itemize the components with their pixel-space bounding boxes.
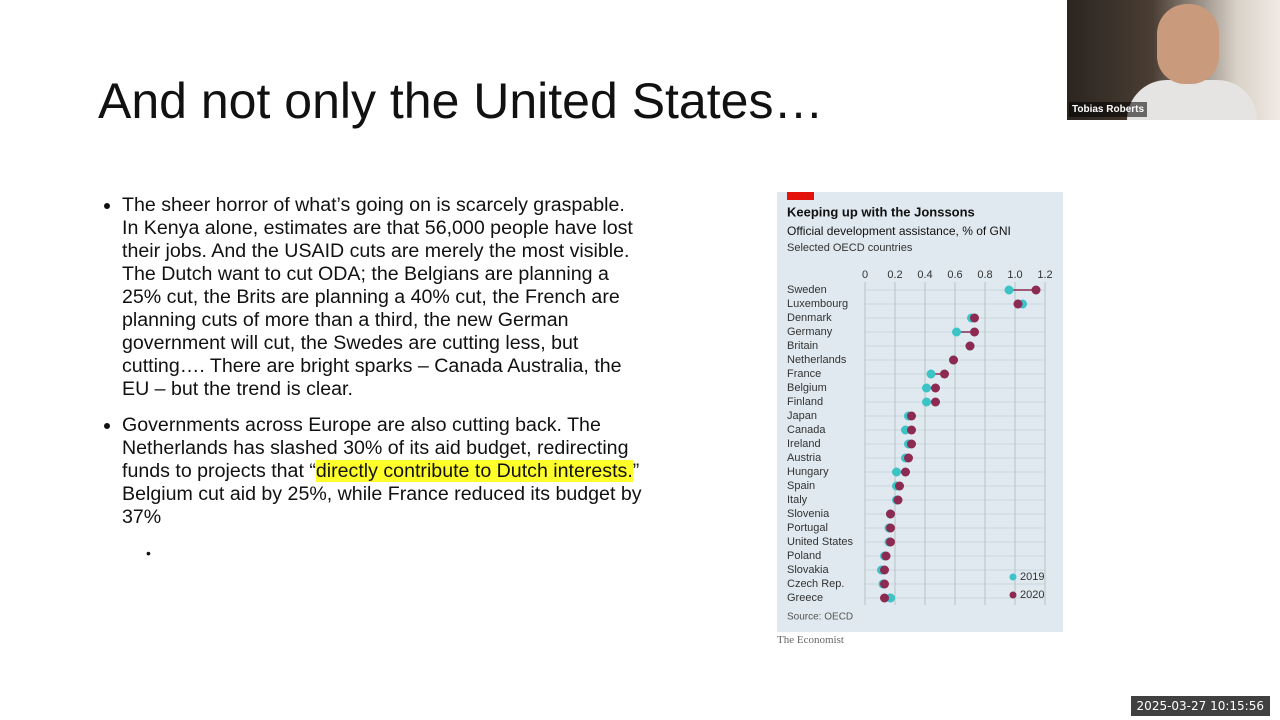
dot	[949, 355, 958, 365]
dot	[1013, 299, 1023, 309]
chart: Keeping up with the Jonssons Official de…	[777, 192, 1063, 632]
dot	[940, 369, 949, 379]
dot	[965, 341, 975, 351]
dot	[952, 327, 961, 337]
dot	[907, 439, 916, 449]
legend-swatch	[1009, 573, 1017, 581]
dot	[922, 397, 931, 407]
y-tick-label: Germany	[787, 326, 833, 338]
y-tick-label: Slovakia	[787, 564, 829, 576]
dot	[886, 523, 895, 533]
x-tick-label: 0.2	[887, 269, 902, 281]
dot	[926, 369, 936, 379]
y-tick-label: Portugal	[787, 522, 828, 534]
x-tick-label: 0	[862, 269, 868, 281]
dot	[893, 495, 903, 505]
y-tick-label: Luxembourg	[787, 298, 848, 310]
dot	[901, 467, 910, 477]
bullet: Governments across Europe are also cutti…	[122, 414, 642, 529]
y-tick-label: Denmark	[787, 312, 832, 324]
x-tick-label: 0.6	[947, 269, 962, 281]
dot	[886, 537, 895, 547]
dot	[931, 397, 940, 407]
dot	[880, 579, 889, 589]
bullet-text: The sheer horror of what’s going on is s…	[122, 194, 633, 400]
bullet-text: ” Belgium cut aid by 25%, while France r…	[122, 460, 642, 528]
y-tick-label: Hungary	[787, 466, 829, 478]
y-tick-label: Poland	[787, 550, 821, 562]
dot	[970, 327, 979, 337]
dot	[881, 551, 891, 561]
y-tick-label: Britain	[787, 340, 818, 352]
y-tick-label: Finland	[787, 396, 823, 408]
y-tick-label: Japan	[787, 410, 817, 422]
y-tick-label: Belgium	[787, 382, 827, 394]
dot	[970, 313, 979, 323]
y-tick-label: Italy	[787, 494, 808, 506]
legend-label: 2019	[1020, 571, 1044, 583]
chart-subtitle: Official development assistance, % of GN…	[787, 224, 1011, 238]
chart-title: Keeping up with the Jonssons	[787, 204, 975, 219]
empty-sub-bullet	[122, 542, 642, 565]
legend-label: 2020	[1020, 589, 1044, 601]
y-tick-label: Canada	[787, 424, 826, 436]
person-body	[1127, 80, 1257, 120]
x-tick-label: 1.0	[1007, 269, 1022, 281]
dot	[892, 467, 901, 477]
legend-swatch	[1009, 591, 1017, 599]
economist-tag	[787, 192, 814, 200]
y-tick-label: Sweden	[787, 284, 827, 296]
chart-background	[777, 192, 1063, 632]
chart-source: Source: OECD	[787, 612, 853, 623]
publisher: The Economist	[777, 634, 844, 646]
highlighted-text: directly contribute to Dutch interests.	[315, 460, 633, 482]
y-tick-label: United States	[787, 536, 854, 548]
x-tick-label: 1.2	[1037, 269, 1052, 281]
bullet-list: The sheer horror of what’s going on is s…	[96, 194, 642, 578]
y-tick-label: Netherlands	[787, 354, 847, 366]
dot	[886, 509, 895, 519]
dot	[931, 383, 940, 393]
y-tick-label: Austria	[787, 452, 822, 464]
dot	[907, 411, 916, 421]
participant-name: Tobias Roberts	[1069, 102, 1148, 117]
timestamp: 2025-03-27 10:15:56	[1130, 696, 1270, 716]
x-tick-label: 0.4	[917, 269, 932, 281]
y-tick-label: Greece	[787, 592, 823, 604]
dot	[922, 383, 931, 393]
dot	[904, 453, 913, 463]
dot	[1004, 285, 1014, 295]
dot	[907, 425, 916, 435]
x-tick-label: 0.8	[977, 269, 992, 281]
y-tick-label: Slovenia	[787, 508, 830, 520]
slide-title: And not only the United States…	[98, 73, 824, 129]
y-tick-label: Czech Rep.	[787, 578, 844, 590]
dot	[895, 481, 904, 491]
bullet: The sheer horror of what’s going on is s…	[122, 194, 642, 401]
person-head	[1157, 4, 1219, 84]
dot	[880, 593, 889, 603]
dot	[1031, 285, 1041, 295]
bullet-text: Governments across Europe are also cutti…	[122, 414, 629, 482]
chart-note: Selected OECD countries	[787, 242, 913, 254]
video-tile: Tobias Roberts	[1067, 0, 1280, 120]
y-tick-label: Spain	[787, 480, 815, 492]
dot	[880, 565, 889, 575]
y-tick-label: Ireland	[787, 438, 821, 450]
y-tick-label: France	[787, 368, 821, 380]
